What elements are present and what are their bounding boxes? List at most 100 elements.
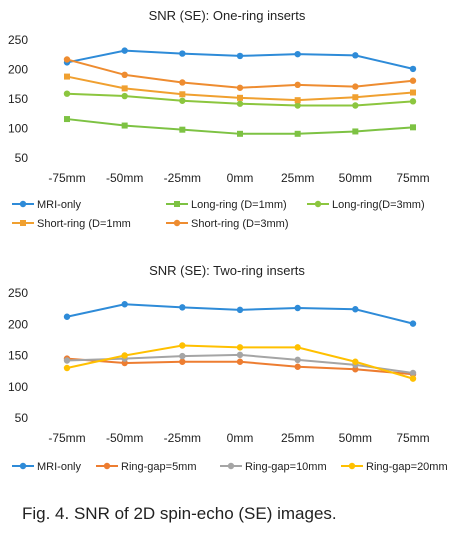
x-tick-label: 25mm <box>281 171 314 185</box>
data-point <box>294 81 301 89</box>
data-point <box>64 73 70 80</box>
legend-item: Short-ring (D=1mm <box>12 218 131 230</box>
x-tick-label: -75mm <box>48 431 85 445</box>
legend-label: Ring-gap=10mm <box>245 461 327 473</box>
data-point <box>121 301 128 308</box>
legend-swatch-marker <box>174 201 180 207</box>
legend-swatch-marker <box>314 200 322 208</box>
data-point <box>63 56 71 63</box>
legend-label: Long-ring (D=1mm) <box>191 199 287 211</box>
data-point <box>179 97 186 104</box>
series-4 <box>63 342 417 382</box>
legend-item: Ring-gap=10mm <box>220 461 327 473</box>
series-line <box>66 58 414 89</box>
data-point <box>179 126 186 133</box>
data-point <box>63 357 71 364</box>
legend-item: Short-ring (D=3mm) <box>166 218 289 230</box>
data-point <box>294 356 301 364</box>
data-point <box>236 358 244 365</box>
data-point <box>410 89 416 96</box>
x-tick-label: -50mm <box>106 431 143 445</box>
legend-swatch-marker <box>103 462 111 470</box>
x-tick-label: 50mm <box>339 431 372 445</box>
data-point <box>409 320 417 327</box>
data-point <box>352 128 359 135</box>
data-point <box>352 102 359 109</box>
x-tick-label: 0mm <box>227 431 254 445</box>
data-point <box>63 90 71 97</box>
legend-item: Long-ring (D=1mm) <box>166 199 287 211</box>
legend-swatch-marker <box>173 219 181 227</box>
data-point <box>409 375 417 382</box>
data-point <box>179 352 186 360</box>
data-point <box>236 84 244 91</box>
figure-caption: Fig. 4. SNR of 2D spin-echo (SE) images. <box>22 504 337 523</box>
legend-label: Short-ring (D=3mm) <box>191 218 289 230</box>
data-point <box>121 359 128 367</box>
y-tick-label: 100 <box>8 380 28 394</box>
data-point <box>179 79 186 86</box>
x-tick-label: 50mm <box>339 171 372 185</box>
data-point <box>121 71 128 79</box>
data-point <box>294 130 301 137</box>
legend: MRI-only Ring-gap=5mm Ring-gap=10mm Ring-ga… <box>12 461 448 473</box>
data-point <box>179 342 186 349</box>
data-point <box>237 94 243 101</box>
data-point <box>294 304 301 312</box>
y-tick-label: 100 <box>8 122 28 136</box>
data-point <box>179 91 186 98</box>
data-point <box>121 85 128 92</box>
legend-item: Ring-gap=5mm <box>96 461 197 473</box>
y-tick-label: 200 <box>8 63 28 77</box>
x-tick-label: 25mm <box>281 431 314 445</box>
data-point <box>410 124 416 131</box>
data-point <box>236 52 244 60</box>
data-point <box>294 344 301 351</box>
data-point <box>294 363 301 370</box>
data-point <box>64 116 70 123</box>
series-1 <box>63 47 417 73</box>
x-tick-label: 0mm <box>227 171 254 185</box>
y-tick-label: 200 <box>8 317 28 331</box>
legend-label: MRI-only <box>37 461 82 473</box>
data-point <box>236 351 244 359</box>
data-point <box>121 92 128 100</box>
data-point <box>352 52 359 59</box>
legend-label: Short-ring (D=1mm <box>37 218 131 230</box>
data-point <box>179 50 186 57</box>
legend-swatch-marker <box>19 462 27 470</box>
chart-panel-2: SNR (SE): Two-ring inserts 50 100 150 200 250… <box>8 263 448 473</box>
x-tick-label: -25mm <box>164 171 201 185</box>
data-point <box>409 369 417 377</box>
series-1 <box>63 301 417 327</box>
x-tick-label: 75mm <box>396 431 429 445</box>
data-point <box>236 100 244 107</box>
data-point <box>63 313 71 320</box>
y-tick-label: 50 <box>15 151 29 165</box>
y-tick-label: 250 <box>8 286 28 300</box>
chart-title: SNR (SE): Two-ring inserts <box>149 263 305 278</box>
data-point <box>121 122 128 129</box>
series-2 <box>64 116 416 137</box>
x-tick-label: -75mm <box>48 171 85 185</box>
legend: MRI-only Long-ring (D=1mm) Long-ring(D=3mm… <box>12 199 425 230</box>
data-point <box>63 364 71 372</box>
y-tick-label: 50 <box>15 411 29 425</box>
data-point <box>352 306 359 313</box>
data-point <box>236 306 244 314</box>
legend-label: Long-ring(D=3mm) <box>332 199 425 211</box>
data-point <box>352 366 359 373</box>
data-point <box>409 65 417 73</box>
legend-swatch-marker <box>19 200 27 208</box>
chart-panel-1: SNR (SE): One-ring inserts 50 100 150 200 250… <box>8 8 430 230</box>
data-point <box>352 358 359 365</box>
x-tick-label: 75mm <box>396 171 429 185</box>
data-point <box>409 77 417 84</box>
data-point <box>237 130 243 137</box>
series-5 <box>63 56 417 91</box>
series-3 <box>63 90 417 109</box>
data-point <box>352 94 359 101</box>
legend-item: Long-ring(D=3mm) <box>307 199 425 211</box>
y-tick-label: 150 <box>8 349 28 363</box>
data-point <box>294 50 301 58</box>
